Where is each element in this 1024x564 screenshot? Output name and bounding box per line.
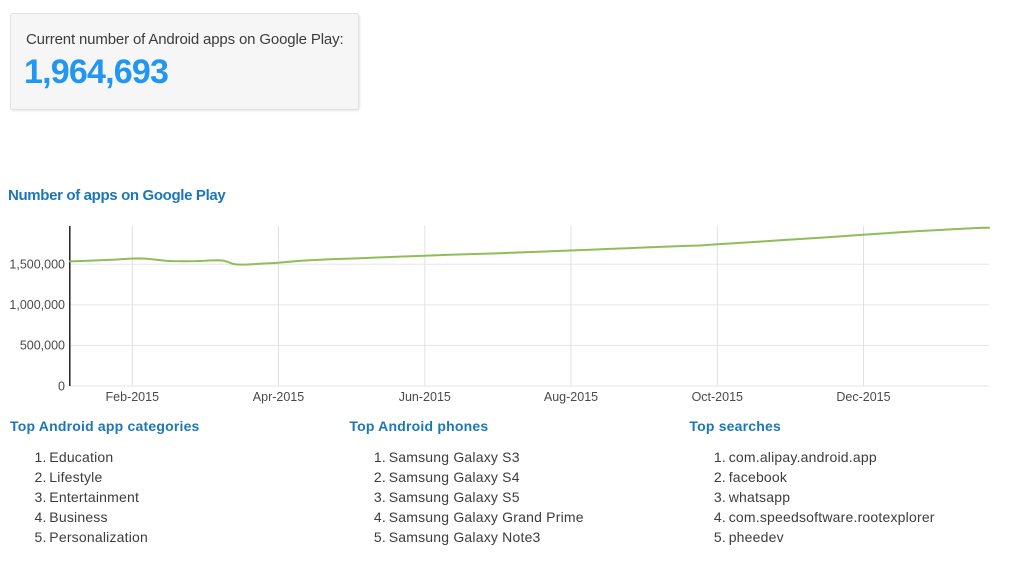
svg-text:Jun-2015: Jun-2015 (399, 390, 451, 404)
svg-text:0: 0 (58, 379, 65, 393)
svg-text:Oct-2015: Oct-2015 (692, 390, 743, 404)
svg-text:1,500,000: 1,500,000 (9, 258, 65, 272)
svg-text:1,000,000: 1,000,000 (9, 298, 65, 312)
svg-text:Feb-2015: Feb-2015 (106, 390, 160, 404)
svg-text:Dec-2015: Dec-2015 (836, 390, 890, 404)
svg-text:Apr-2015: Apr-2015 (253, 390, 304, 404)
svg-text:500,000: 500,000 (20, 339, 65, 353)
svg-text:Aug-2015: Aug-2015 (544, 390, 598, 404)
